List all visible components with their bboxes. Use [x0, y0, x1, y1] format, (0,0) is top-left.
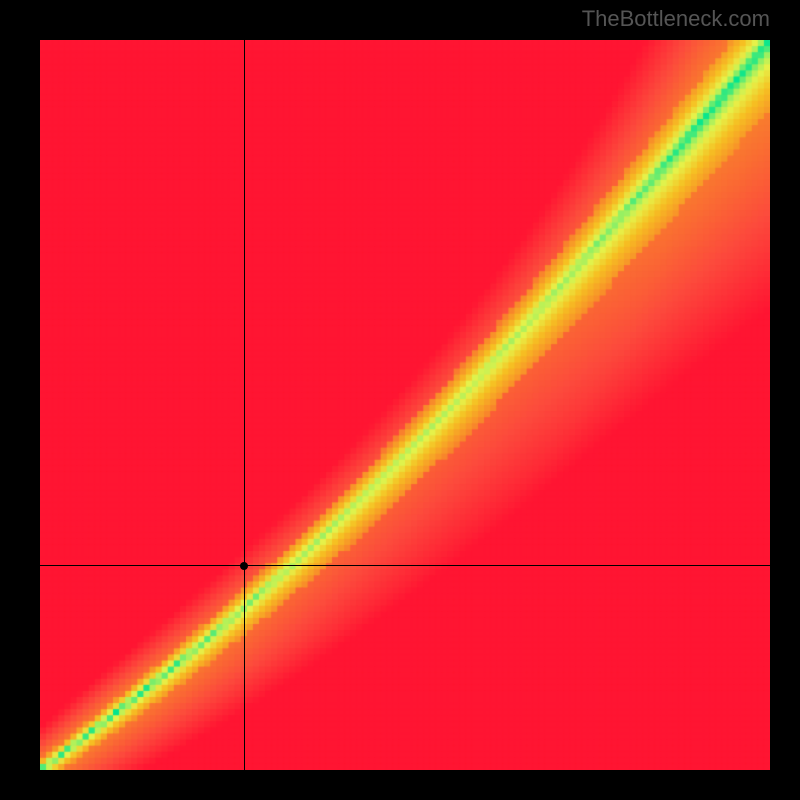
bottleneck-heatmap — [40, 40, 770, 770]
datapoint-marker — [240, 562, 248, 570]
crosshair-horizontal — [40, 565, 770, 566]
watermark-text: TheBottleneck.com — [582, 6, 770, 32]
chart-container: TheBottleneck.com — [0, 0, 800, 800]
crosshair-vertical — [244, 40, 245, 770]
